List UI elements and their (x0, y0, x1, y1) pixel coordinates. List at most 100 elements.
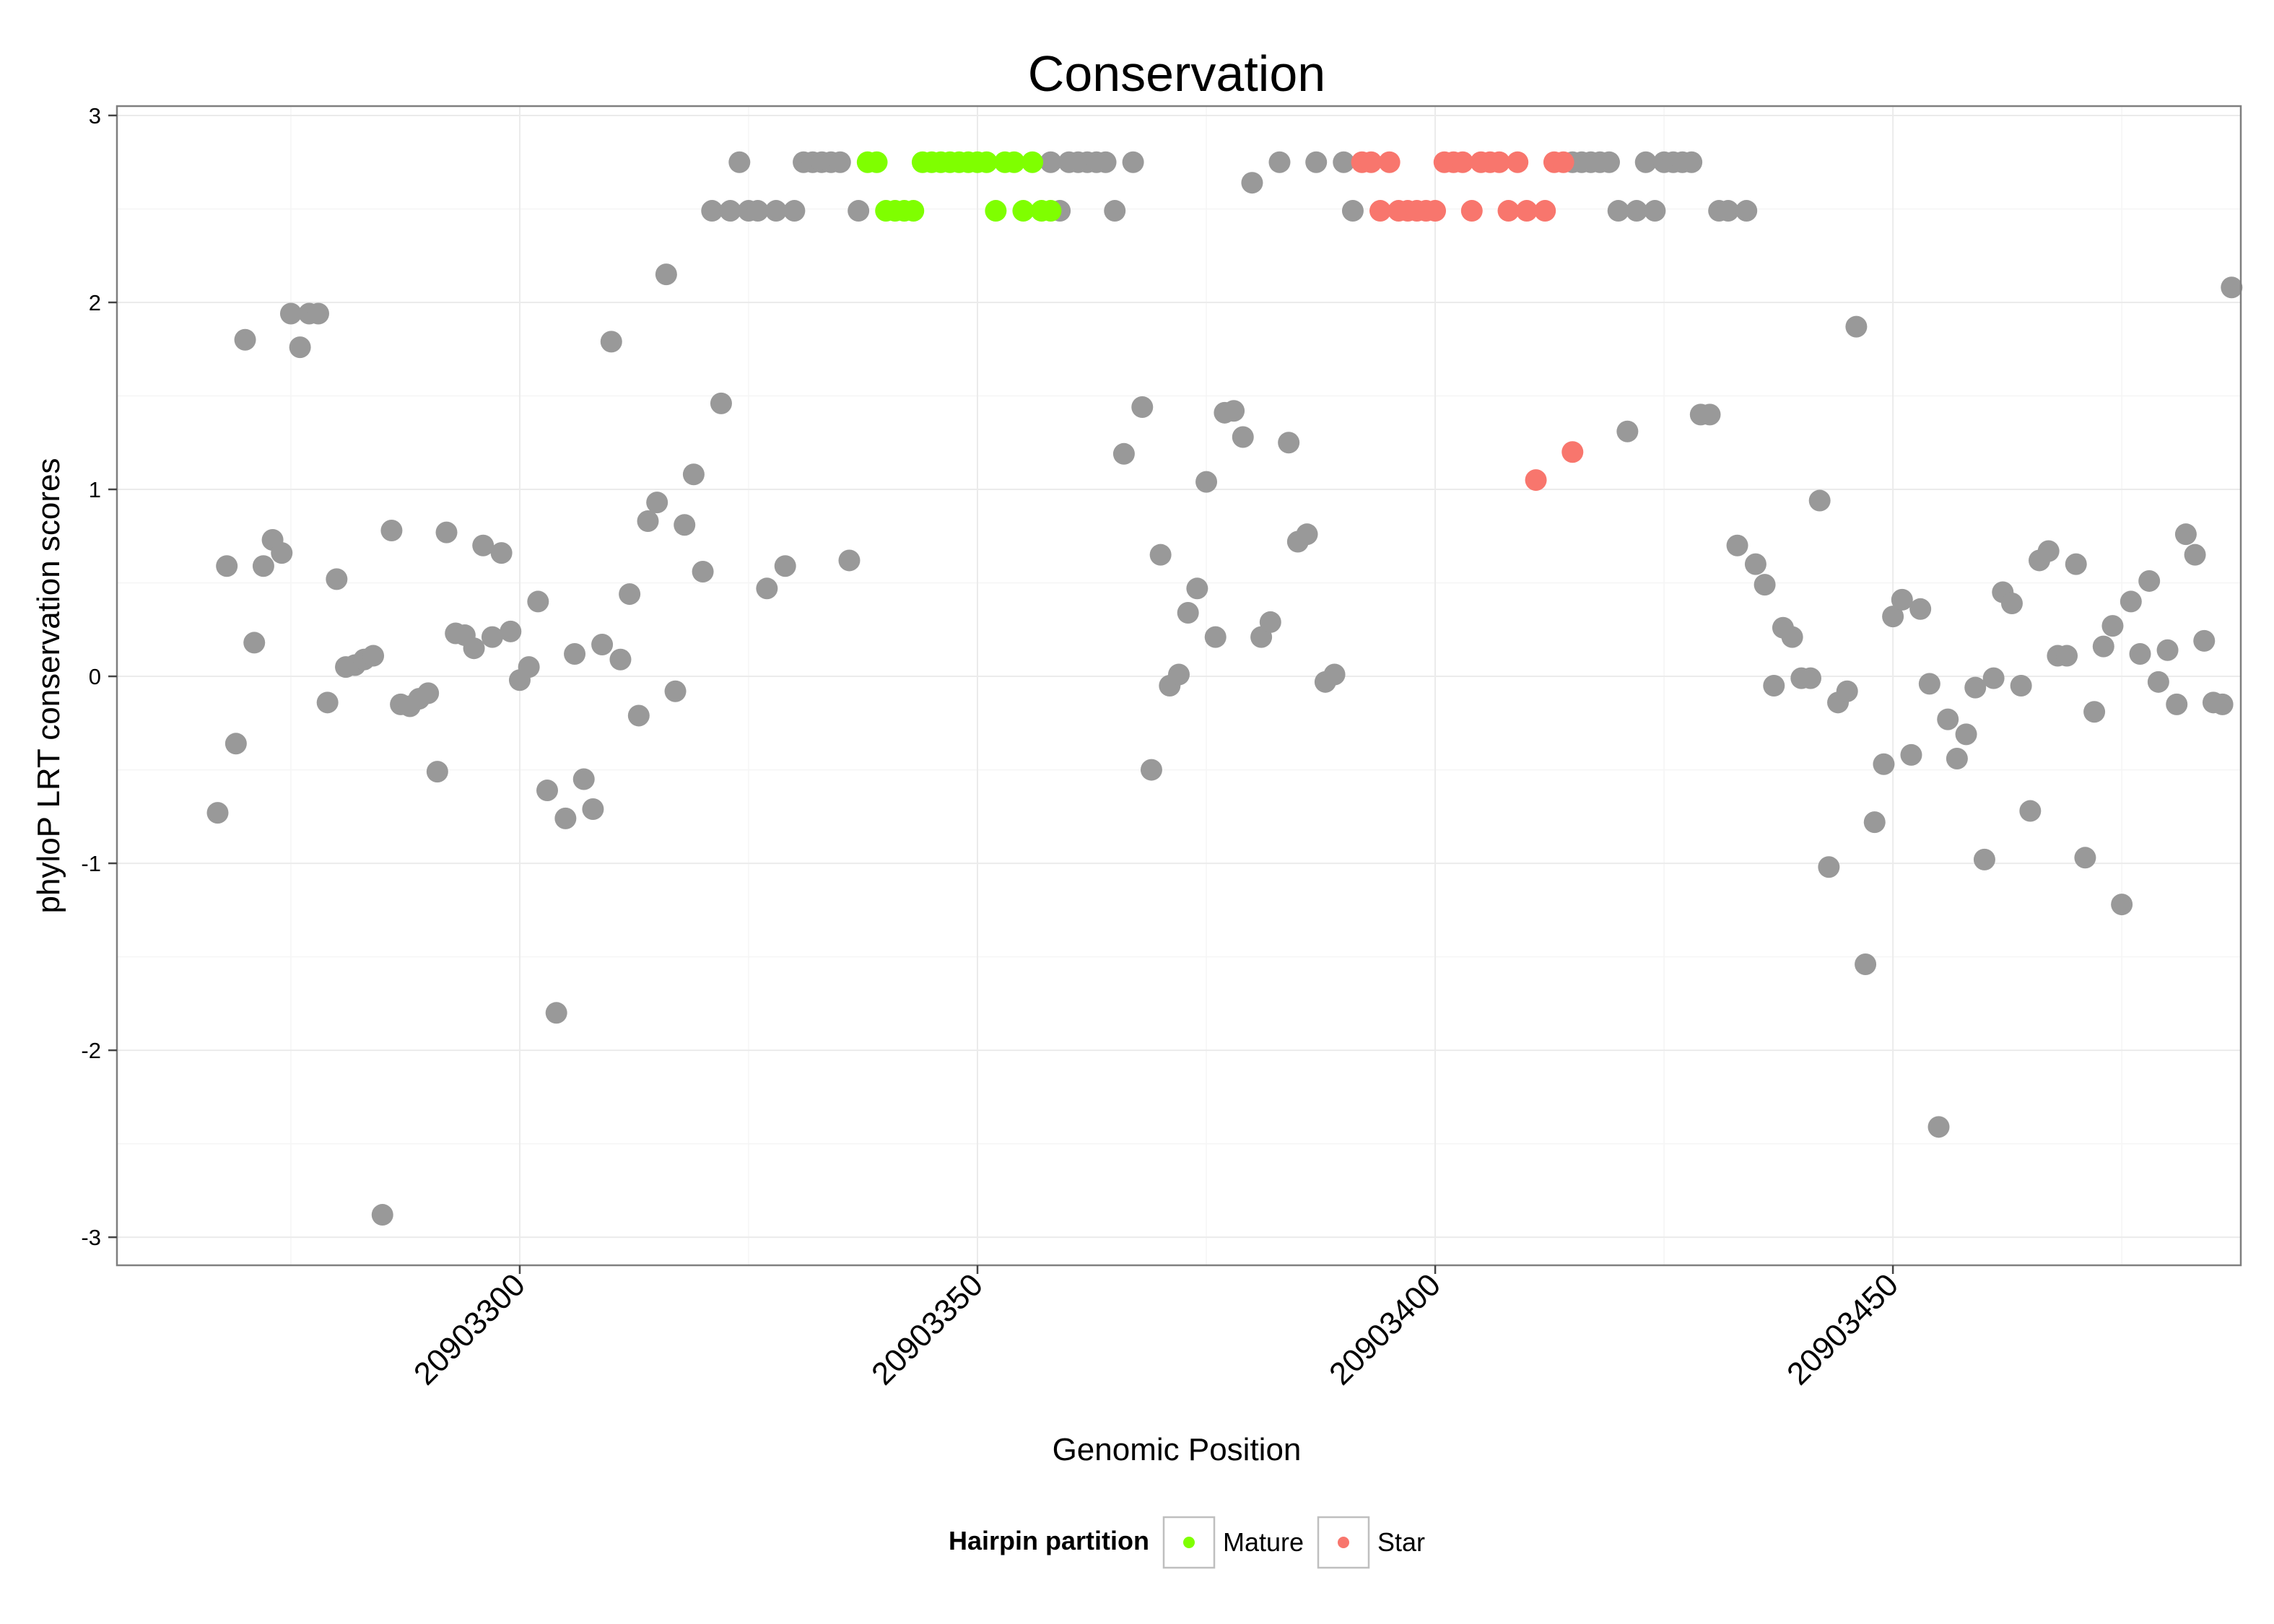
legend-label-mature: Mature (1223, 1527, 1304, 1557)
point-other (2037, 540, 2060, 562)
point-other (426, 761, 448, 783)
point-star (1534, 200, 1556, 222)
point-other (1763, 675, 1785, 697)
point-other (2129, 642, 2151, 665)
point-other (206, 802, 229, 824)
point-star (1378, 151, 1400, 173)
point-other (380, 520, 403, 542)
point-other (1112, 442, 1135, 465)
point-other (1744, 553, 1767, 575)
point-other (1626, 200, 1648, 222)
point-other (1799, 667, 1821, 689)
point-other (1259, 611, 1281, 633)
point-other (1882, 606, 1904, 628)
point-other (1909, 598, 1932, 620)
point-other (1278, 432, 1300, 454)
point-other (243, 632, 266, 654)
point-mature (1003, 151, 1025, 173)
point-other (2156, 639, 2179, 661)
point-other (2083, 701, 2106, 723)
point-other (728, 151, 751, 173)
point-other (1104, 200, 1126, 222)
point-other (225, 733, 247, 755)
point-other (1333, 151, 1355, 173)
point-other (1598, 151, 1621, 173)
point-other (435, 521, 458, 543)
point-other (536, 780, 559, 802)
point-other (2010, 675, 2032, 697)
point-other (1122, 151, 1144, 173)
point-star (1488, 151, 1510, 173)
point-other (674, 514, 696, 536)
point-other (1781, 626, 1803, 648)
y-tick-label: -2 (81, 1038, 101, 1063)
point-star (1507, 151, 1529, 173)
point-other (1808, 489, 1831, 512)
point-other (1891, 588, 1913, 611)
point-other (1268, 151, 1291, 173)
chart-title: Conservation (1028, 45, 1325, 102)
point-other (1305, 151, 1328, 173)
point-other (838, 549, 861, 572)
point-other (316, 691, 339, 714)
point-other (2000, 593, 2023, 615)
point-other (710, 392, 732, 414)
point-other (646, 492, 668, 514)
point-other (2221, 276, 2243, 299)
point-other (1223, 400, 1245, 422)
point-other (2184, 543, 2206, 566)
point-other (1699, 403, 1721, 426)
point-other (600, 331, 622, 353)
point-other (554, 807, 577, 829)
point-other (1296, 523, 1318, 546)
point-other (719, 200, 741, 222)
point-other (279, 302, 302, 325)
point-other (1140, 759, 1162, 781)
point-mature (1021, 151, 1044, 173)
point-other (2147, 671, 2169, 693)
point-other (1918, 673, 1940, 695)
point-other (765, 200, 788, 222)
point-other (2193, 629, 2216, 652)
point-other (1754, 574, 1776, 596)
grid-minor (117, 106, 2241, 1265)
point-other (591, 634, 614, 656)
point-other (1927, 1116, 1950, 1138)
legend: Hairpin partition Mature Star (949, 1516, 1425, 1569)
point-other (1186, 577, 1208, 600)
point-star (1460, 200, 1483, 222)
point-mature (1012, 200, 1034, 222)
point-other (1845, 315, 1868, 338)
grid-major (117, 106, 2241, 1265)
point-other (2092, 635, 2114, 658)
point-other (289, 336, 311, 359)
point-other (490, 542, 513, 564)
point-other (2019, 800, 2042, 822)
point-other (2074, 847, 2096, 869)
point-other (1195, 471, 1218, 493)
point-other (500, 620, 522, 642)
point-other (2120, 590, 2142, 613)
point-star (1497, 200, 1520, 222)
point-other (1177, 601, 1199, 624)
point-other (756, 577, 778, 600)
point-other (1735, 200, 1758, 222)
point-other (417, 682, 440, 704)
point-other (1873, 753, 1895, 775)
point-other (527, 590, 549, 613)
point-star (1452, 151, 1474, 173)
point-other (1341, 200, 1364, 222)
plot-panel-border (116, 105, 2242, 1267)
legend-marker-mature (1183, 1537, 1195, 1548)
point-other (1232, 426, 1254, 448)
point-other (746, 200, 769, 222)
point-other (481, 626, 503, 648)
y-axis-title: phyloP LRT conservation scores (31, 458, 66, 913)
point-other (1323, 663, 1346, 686)
point-other (1616, 420, 1639, 442)
point-other (572, 768, 595, 790)
point-other (2211, 693, 2234, 715)
point-other (627, 704, 650, 727)
point-other (774, 555, 796, 577)
